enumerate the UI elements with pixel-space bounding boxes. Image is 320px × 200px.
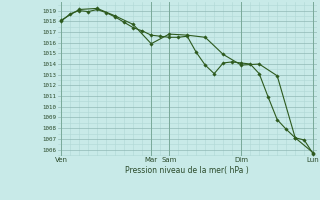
X-axis label: Pression niveau de la mer( hPa ): Pression niveau de la mer( hPa ) <box>125 166 249 175</box>
